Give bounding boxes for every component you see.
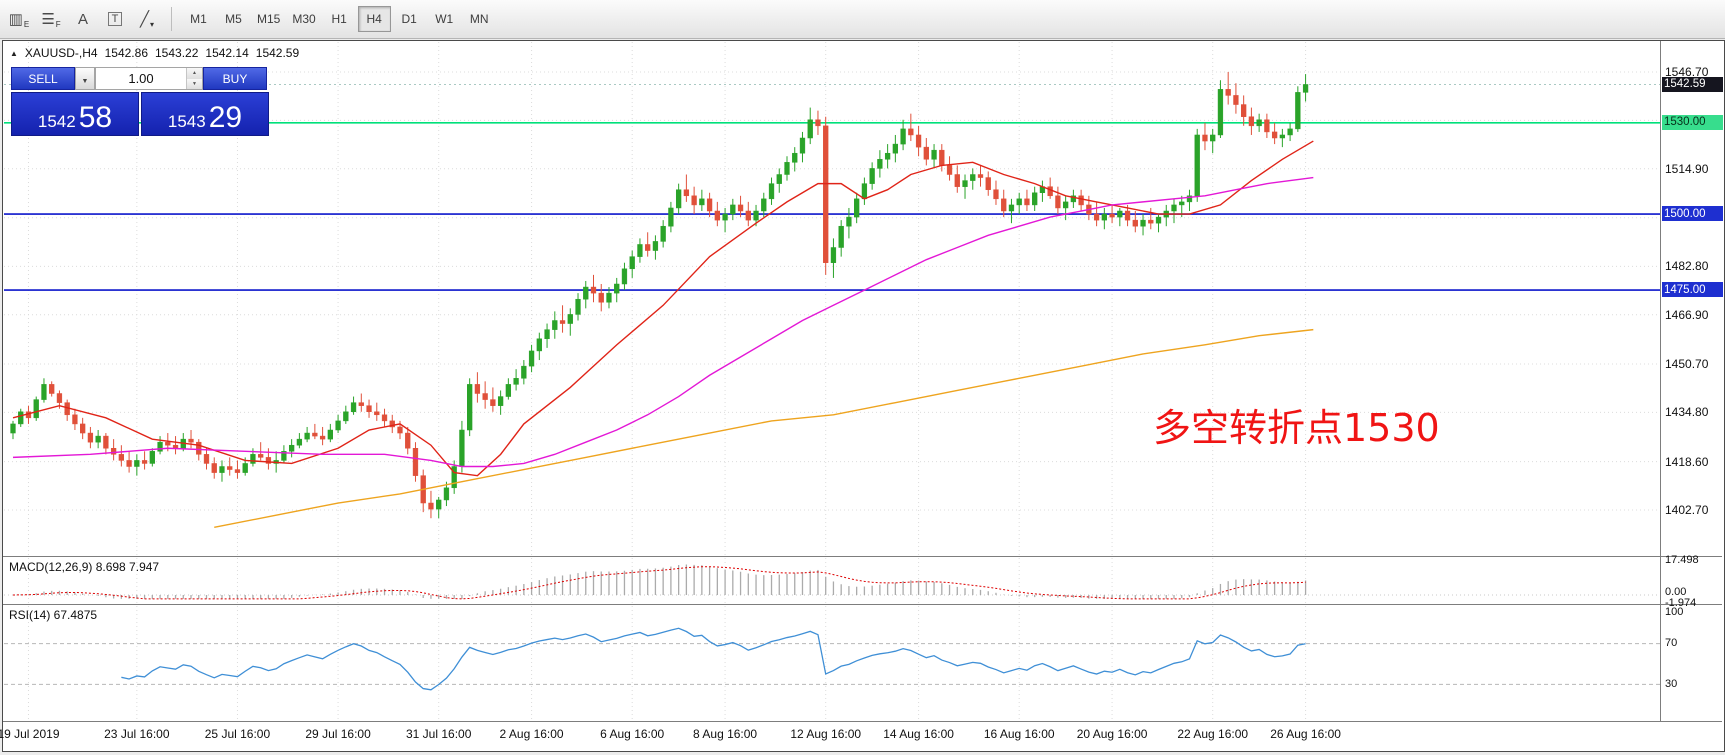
insert-text-icon[interactable]: A: [77, 10, 88, 28]
price-scale-label: 1418.60: [1665, 454, 1709, 469]
sell-price-display[interactable]: 1542 58: [11, 92, 139, 136]
volume-input[interactable]: [96, 68, 186, 89]
price-scale[interactable]: 1546.70 1514.90 1482.80 1466.90 1450.70 1434.…: [1661, 41, 1723, 722]
time-axis-label: 23 Jul 16:00: [104, 727, 170, 741]
level-lines-layer: [4, 84, 1660, 291]
buy-button[interactable]: BUY: [203, 67, 267, 90]
time-axis-label: 31 Jul 16:00: [405, 727, 472, 741]
time-axis-label: 22 Aug 16:00: [1177, 727, 1249, 741]
time-axis-label: 6 Aug 16:00: [600, 727, 665, 741]
price-scale-label: 1482.80: [1665, 259, 1709, 274]
timeframe-w1-button[interactable]: W1: [428, 6, 461, 32]
chart-canvas[interactable]: [3, 41, 1722, 749]
volume-increase-button[interactable]: [187, 68, 202, 79]
candles-layer: [10, 72, 1309, 519]
price-scale-label: 1514.90: [1665, 161, 1709, 176]
current-price-badge: 1542.59: [1662, 76, 1723, 92]
time-axis-label: 14 Aug 16:00: [883, 727, 954, 741]
time-axis-label: 20 Aug 16:00: [1076, 727, 1148, 741]
ask-price-pips: 29: [208, 101, 243, 134]
macd-scale-label: 17.498: [1665, 554, 1699, 566]
price-scale-label: 1466.90: [1665, 307, 1709, 322]
time-axis-label: 19 Jul 2019: [0, 727, 60, 741]
ohlc-high-value: 1543.22: [155, 46, 199, 60]
time-axis-label: 12 Aug 16:00: [790, 727, 862, 741]
time-axis-label: 8 Aug 16:00: [693, 727, 758, 741]
time-axis[interactable]: 19 Jul 2019 23 Jul 16:00 25 Jul 16:00 29 Ju…: [0, 722, 1722, 750]
symbol-info: ▲ XAUUSD-,H4 1542.86 1543.22 1542.14 154…: [10, 46, 299, 60]
price-level-badge-1500[interactable]: 1500.00: [1662, 206, 1723, 222]
rsi-layer: [4, 627, 1660, 691]
chart-template-icon[interactable]: ▥ E: [8, 11, 30, 29]
ohlc-low-value: 1542.14: [205, 46, 249, 60]
timeframe-m30-button[interactable]: M30: [287, 6, 320, 32]
gridlines-layer: [4, 42, 1660, 721]
toolbar: ▥ E ☰ F A T ╱ ▾ M1 M5 M15 M30 H1 H4 D1 W1 MN: [0, 0, 1725, 39]
ma-slow-line: [214, 328, 1314, 529]
ma-mid-line: [12, 176, 1314, 468]
draw-line-tools-icon[interactable]: ╱ ▾: [139, 11, 155, 29]
volume-decrease-button[interactable]: [187, 78, 202, 89]
macd-indicator-label: MACD(12,26,9) 8.698 7.947: [9, 560, 160, 574]
bid-price-pips: 58: [78, 101, 113, 134]
price-scale-label: 1402.70: [1665, 503, 1709, 517]
rsi-indicator-label: RSI(14) 67.4875: [9, 608, 98, 622]
timeframe-mn-button[interactable]: MN: [463, 6, 496, 32]
volume-dropdown-button[interactable]: [75, 67, 95, 90]
buy-price-display[interactable]: 1543 29: [141, 92, 269, 136]
chart-window: ▲ XAUUSD-,H4 1542.86 1543.22 1542.14 154…: [0, 40, 1725, 752]
symbol-timeframe-label: XAUUSD-,H4: [24, 46, 98, 60]
macd-scale-label: 0.00: [1665, 586, 1687, 598]
timeframe-toolbar: M1 M5 M15 M30 H1 H4 D1 W1 MN: [181, 6, 497, 32]
panel-separators: [3, 41, 1722, 722]
time-axis-label: 26 Aug 16:00: [1270, 727, 1341, 741]
ohlc-open-value: 1542.86: [104, 46, 148, 60]
bid-price-main: 1542: [37, 112, 76, 131]
sell-button[interactable]: SELL: [11, 67, 75, 90]
rsi-scale-label: 100: [1665, 606, 1684, 618]
chart-annotation-text[interactable]: 多空转折点1530: [1153, 406, 1440, 450]
price-scale-label: 1434.80: [1665, 405, 1709, 420]
volume-field: [95, 67, 203, 90]
price-scale-label: 1450.70: [1665, 357, 1709, 371]
timeframe-m15-button[interactable]: M15: [252, 6, 285, 32]
timeframe-h1-button[interactable]: H1: [323, 6, 356, 32]
timeframe-h4-button[interactable]: H4: [357, 6, 391, 32]
timeframe-m1-button[interactable]: M1: [182, 6, 215, 32]
volume-stepper: [186, 68, 202, 89]
macd-scale-label: -1.974: [1665, 597, 1697, 609]
toolbar-separator: [171, 7, 172, 31]
moving-averages-layer: [12, 140, 1314, 529]
ask-price-main: 1543: [167, 112, 206, 131]
timeframe-m5-button[interactable]: M5: [217, 6, 250, 32]
price-level-badge-1530[interactable]: 1530.00: [1662, 114, 1723, 130]
drawing-tools-group: ▥ E ☰ F A T ╱ ▾: [4, 5, 162, 33]
collapse-trade-panel-icon[interactable]: ▲: [10, 48, 18, 58]
insert-text-label-icon[interactable]: T: [100, 5, 130, 33]
price-level-badge-1475[interactable]: 1475.00: [1662, 282, 1723, 298]
macd-layer: [4, 564, 1660, 600]
rsi-scale-label: 70: [1665, 637, 1678, 649]
time-axis-label: 16 Aug 16:00: [983, 727, 1055, 741]
time-axis-label: 29 Jul 16:00: [305, 727, 371, 741]
time-axis-label: 25 Jul 16:00: [204, 727, 271, 741]
one-click-trading-panel: SELL BUY 1542 58 1543 29: [11, 67, 269, 136]
chart-grid-icon[interactable]: ☰ F: [41, 11, 61, 29]
price-scale-label: 1546.70: [1665, 65, 1709, 79]
ma-fast-line: [12, 140, 1314, 477]
rsi-scale-label: 30: [1665, 678, 1678, 690]
timeframe-d1-button[interactable]: D1: [393, 6, 426, 32]
time-axis-label: 2 Aug 16:00: [499, 727, 564, 741]
ohlc-close-value: 1542.59: [255, 46, 300, 60]
